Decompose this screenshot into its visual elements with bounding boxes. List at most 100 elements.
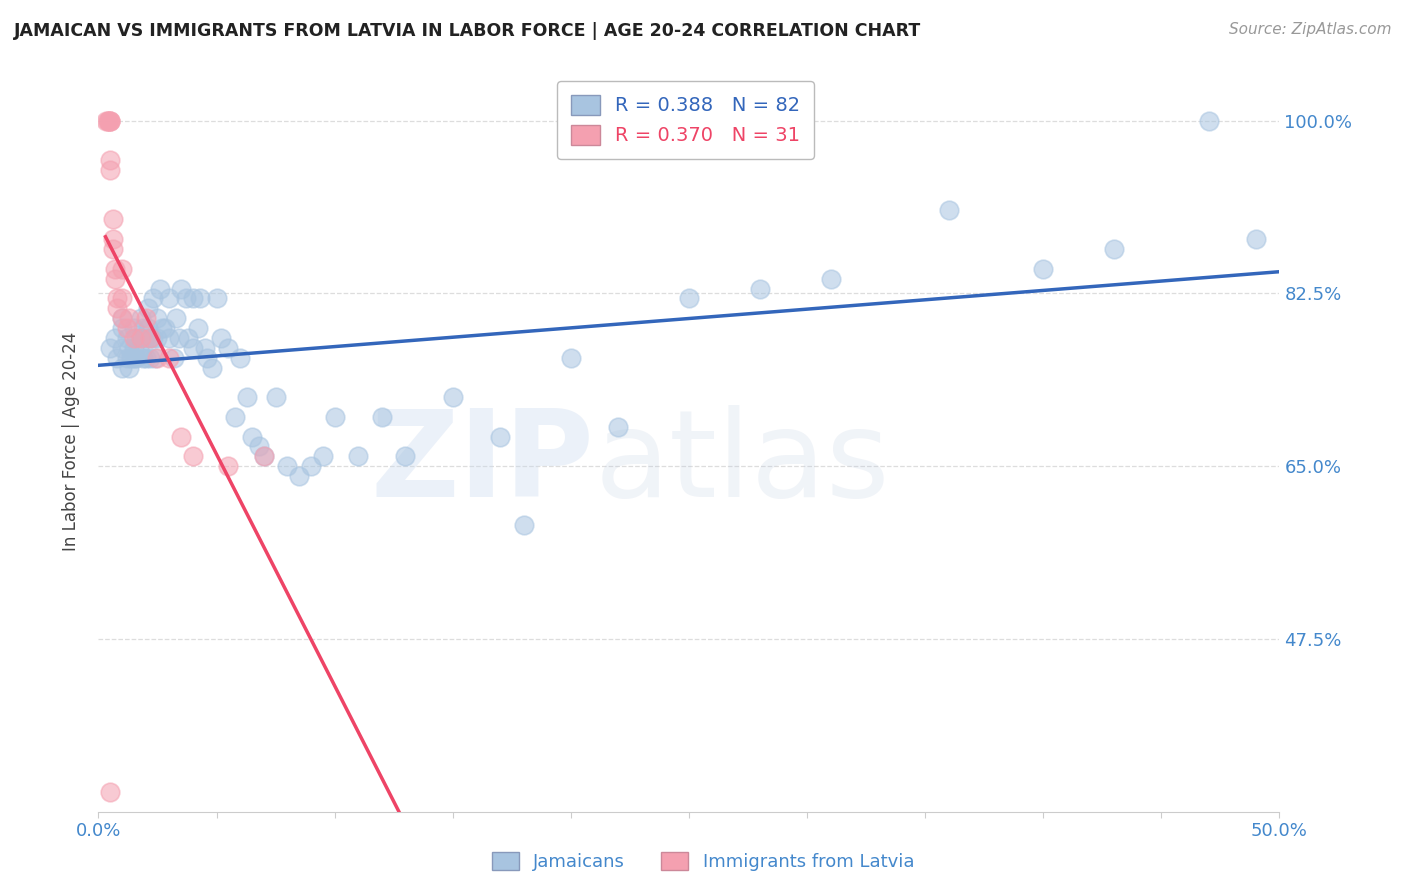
Point	[194, 341, 217, 355]
Point	[938, 202, 960, 217]
Point	[139, 331, 162, 345]
Point	[748, 281, 770, 295]
Point	[188, 292, 211, 306]
Point	[146, 351, 169, 365]
Point	[253, 450, 276, 464]
Point	[111, 341, 134, 355]
Point	[136, 321, 159, 335]
Point	[139, 331, 162, 345]
Point	[121, 351, 143, 365]
Point	[441, 390, 464, 404]
Point	[1244, 232, 1267, 246]
Point	[105, 351, 128, 365]
Point	[98, 113, 121, 128]
Point	[195, 351, 218, 365]
Point	[153, 321, 176, 335]
Point	[170, 281, 193, 295]
Point	[105, 301, 128, 316]
Point	[174, 292, 197, 306]
Point	[135, 331, 157, 345]
Point	[276, 459, 298, 474]
Point	[135, 351, 157, 365]
Point	[157, 331, 180, 345]
Point	[118, 360, 141, 375]
Point	[139, 351, 162, 365]
Point	[118, 341, 141, 355]
Point	[177, 331, 200, 345]
Point	[288, 469, 311, 483]
Text: Source: ZipAtlas.com: Source: ZipAtlas.com	[1229, 22, 1392, 37]
Point	[98, 785, 121, 799]
Point	[135, 311, 157, 326]
Text: ZIP: ZIP	[371, 405, 595, 522]
Point	[820, 271, 842, 285]
Text: atlas: atlas	[595, 405, 890, 522]
Point	[142, 292, 165, 306]
Point	[170, 429, 193, 443]
Point	[371, 409, 394, 424]
Point	[165, 311, 187, 326]
Text: JAMAICAN VS IMMIGRANTS FROM LATVIA IN LABOR FORCE | AGE 20-24 CORRELATION CHART: JAMAICAN VS IMMIGRANTS FROM LATVIA IN LA…	[14, 22, 921, 40]
Point	[122, 341, 145, 355]
Y-axis label: In Labor Force | Age 20-24: In Labor Force | Age 20-24	[62, 332, 80, 551]
Point	[136, 301, 159, 316]
Point	[146, 311, 169, 326]
Point	[98, 113, 121, 128]
Point	[111, 360, 134, 375]
Point	[205, 292, 228, 306]
Point	[115, 321, 138, 335]
Point	[142, 331, 165, 345]
Point	[236, 390, 259, 404]
Point	[394, 450, 416, 464]
Point	[104, 331, 127, 345]
Point	[181, 341, 204, 355]
Point	[111, 321, 134, 335]
Point	[323, 409, 346, 424]
Point	[125, 331, 148, 345]
Point	[129, 311, 152, 326]
Point	[122, 351, 145, 365]
Point	[489, 429, 512, 443]
Point	[118, 311, 141, 326]
Point	[187, 321, 209, 335]
Point	[129, 331, 152, 345]
Point	[247, 440, 270, 454]
Point	[240, 429, 263, 443]
Point	[98, 341, 121, 355]
Point	[132, 321, 155, 335]
Point	[125, 351, 148, 365]
Point	[143, 351, 166, 365]
Legend: Jamaicans, Immigrants from Latvia: Jamaicans, Immigrants from Latvia	[485, 845, 921, 879]
Point	[181, 450, 204, 464]
Point	[122, 331, 145, 345]
Point	[104, 261, 127, 276]
Point	[105, 292, 128, 306]
Point	[607, 419, 630, 434]
Point	[101, 232, 124, 246]
Point	[1198, 113, 1220, 128]
Point	[167, 331, 190, 345]
Point	[229, 351, 252, 365]
Point	[97, 113, 120, 128]
Point	[115, 331, 138, 345]
Point	[217, 459, 239, 474]
Point	[224, 409, 246, 424]
Point	[1102, 242, 1125, 256]
Point	[1032, 261, 1054, 276]
Point	[132, 351, 155, 365]
Point	[111, 261, 134, 276]
Point	[98, 153, 121, 168]
Point	[115, 351, 138, 365]
Point	[146, 331, 169, 345]
Point	[122, 321, 145, 335]
Point	[560, 351, 582, 365]
Point	[264, 390, 287, 404]
Point	[128, 341, 150, 355]
Point	[157, 292, 180, 306]
Point	[347, 450, 370, 464]
Legend: R = 0.388   N = 82, R = 0.370   N = 31: R = 0.388 N = 82, R = 0.370 N = 31	[557, 81, 814, 159]
Point	[94, 113, 117, 128]
Point	[129, 331, 152, 345]
Point	[312, 450, 335, 464]
Point	[253, 450, 276, 464]
